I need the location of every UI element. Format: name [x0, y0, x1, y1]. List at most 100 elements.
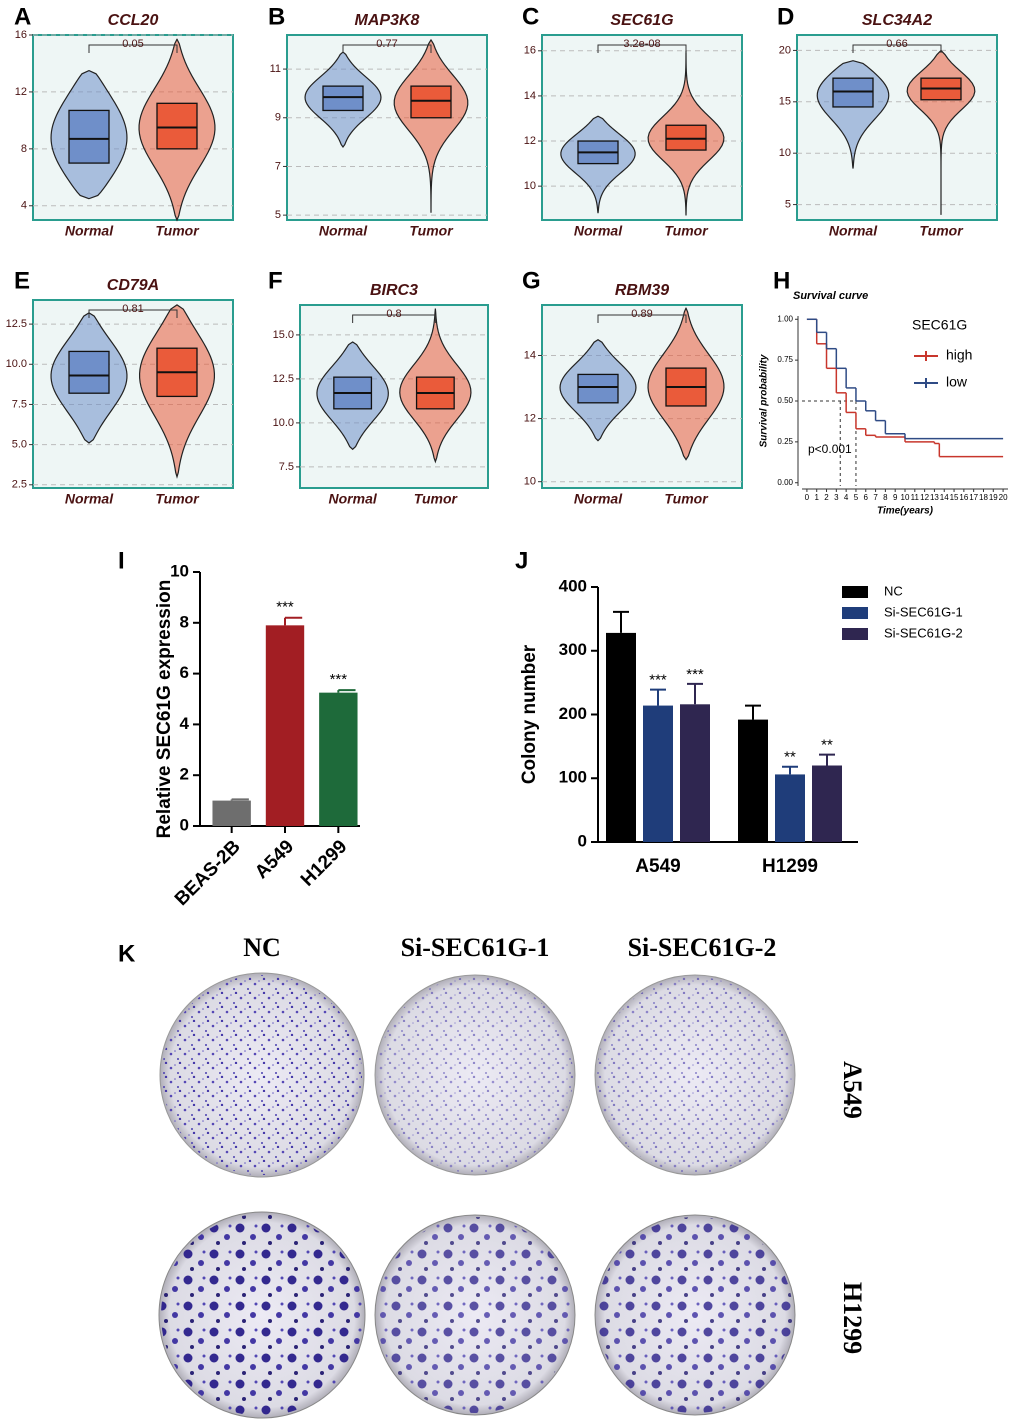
y-tick-label: 100 [559, 768, 587, 787]
significance: *** [649, 672, 667, 689]
y-tick-label: 10 [524, 476, 536, 488]
colonies [162, 975, 362, 1175]
x-tick-label: 18 [979, 493, 988, 502]
significance: ** [784, 749, 796, 766]
p-value: 3.2e-08 [623, 38, 660, 50]
x-tick-label: Normal [65, 491, 114, 507]
column-label: NC [243, 933, 281, 962]
x-tick-label: Tumor [155, 223, 200, 239]
y-tick-label: 2.5 [12, 479, 27, 491]
y-axis-label: Survival probability [759, 354, 770, 447]
y-tick-label: 5 [785, 198, 791, 210]
x-tick-label: 14 [940, 493, 949, 502]
y-tick-label: 0.50 [777, 396, 793, 405]
y-axis-label: Relative SEC61G expression [154, 580, 175, 839]
x-tick-label: Normal [319, 223, 368, 239]
panel-label: E [14, 267, 30, 294]
x-tick-label: 15 [950, 493, 959, 502]
chart-title: RBM39 [615, 282, 669, 299]
bracket [597, 314, 687, 323]
row-label: A549 [838, 1061, 867, 1119]
y-tick-label: 15 [779, 96, 791, 108]
plot-frame [286, 34, 488, 221]
x-tick-label: 5 [854, 493, 859, 502]
error-bar [230, 798, 249, 801]
y-tick-label: 4 [21, 200, 27, 212]
box [68, 109, 110, 164]
y-tick-label: 0 [180, 815, 189, 834]
y-tick-label: 12.5 [6, 318, 27, 330]
chart-title: SLC34A2 [862, 12, 932, 29]
box [156, 102, 198, 150]
legend-title: SEC61G [912, 317, 967, 333]
y-tick-label: 10 [524, 180, 536, 192]
panel-label: K [118, 940, 136, 967]
significance: ** [821, 737, 833, 754]
y-tick-label: 8 [180, 612, 189, 631]
bracket [352, 314, 436, 323]
y-tick-label: 6 [180, 663, 189, 682]
column-label: Si-SEC61G-1 [401, 933, 550, 962]
x-tick-label: 12 [920, 493, 929, 502]
error-bar [819, 753, 835, 766]
p-value: 0.89 [631, 308, 652, 320]
y-tick-label: 7 [275, 160, 281, 172]
x-tick-label: Tumor [155, 491, 200, 507]
x-tick-label: 8 [883, 493, 888, 502]
y-tick-label: 12 [524, 412, 536, 424]
x-tick-label: 4 [844, 493, 849, 502]
panel-label: J [515, 547, 528, 574]
panel-label: I [118, 547, 125, 574]
p-value: 0.05 [122, 38, 143, 50]
x-tick-label: 2 [824, 493, 829, 502]
x-tick-label: 16 [959, 493, 968, 502]
y-tick-label: 14 [524, 90, 536, 102]
y-tick-label: 10.0 [273, 417, 294, 429]
x-tick-label: Tumor [919, 223, 964, 239]
x-tick-label: 17 [969, 493, 978, 502]
y-tick-label: 5 [275, 209, 281, 221]
plot-frame [796, 34, 998, 221]
error-bar [613, 610, 629, 633]
violin [393, 38, 469, 213]
y-tick-label: 7.5 [279, 461, 294, 473]
bracket [597, 44, 687, 53]
y-tick-label: 0 [578, 831, 587, 850]
box [832, 77, 874, 108]
bar [319, 692, 358, 826]
x-tick-label: Normal [65, 223, 114, 239]
x-tick-label: A549 [635, 856, 680, 877]
x-tick-label: 20 [999, 493, 1008, 502]
y-tick-label: 1.00 [777, 314, 793, 323]
y-tick-label: 7.5 [12, 398, 27, 410]
legend-label: Si-SEC61G-1 [884, 604, 963, 619]
bar [812, 765, 842, 842]
error-bar [650, 688, 666, 706]
panel-label: D [777, 3, 794, 30]
y-tick-label: 200 [559, 704, 587, 723]
y-tick-label: 4 [180, 714, 190, 733]
y-tick-label: 400 [559, 576, 587, 595]
p-value: 0.77 [376, 38, 397, 50]
bar [606, 632, 636, 842]
significance: *** [686, 666, 704, 683]
x-tick-label: 19 [989, 493, 998, 502]
bracket [88, 44, 178, 53]
panel-k: K NC Si-SEC61G-1 Si-SEC61G-2 A549 H1299 [118, 933, 867, 1419]
y-tick-label: 16 [15, 29, 27, 41]
significance: *** [330, 671, 348, 688]
legend-swatch [842, 607, 868, 619]
x-tick-label: 9 [893, 493, 898, 502]
x-tick-label: Tumor [409, 223, 454, 239]
panel-label: F [268, 267, 283, 294]
error-bar [337, 689, 356, 693]
x-tick-label: A549 [251, 836, 298, 883]
x-tick-label: Normal [574, 223, 623, 239]
y-tick-label: 14 [524, 349, 536, 361]
bracket [852, 44, 942, 53]
y-tick-label: 9 [275, 112, 281, 124]
bar [775, 774, 805, 842]
legend-swatch [842, 586, 868, 598]
bracket [88, 309, 178, 318]
